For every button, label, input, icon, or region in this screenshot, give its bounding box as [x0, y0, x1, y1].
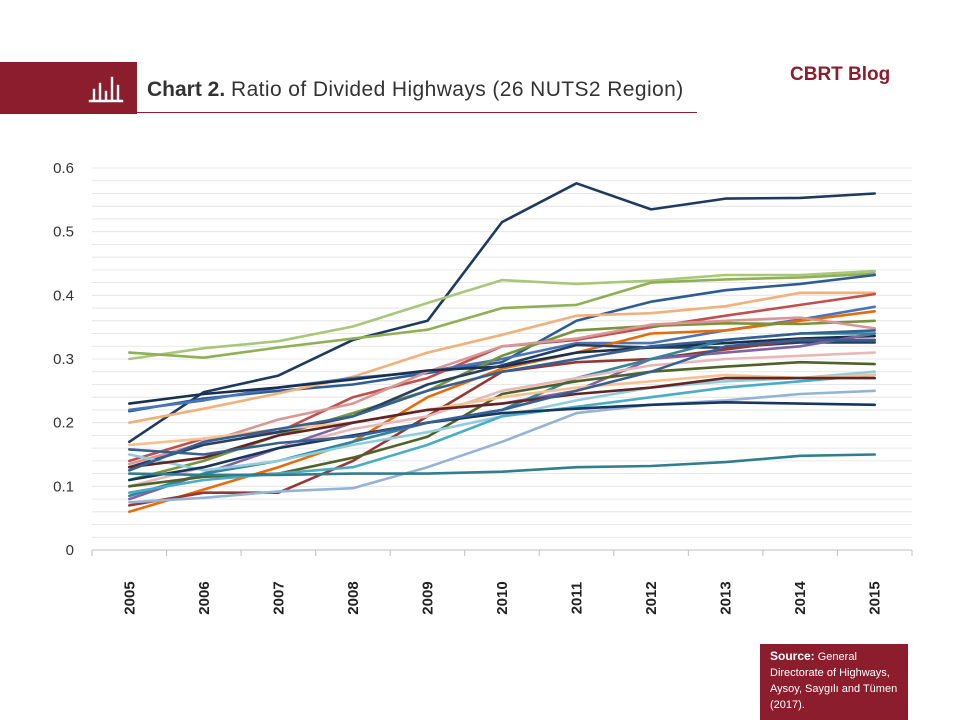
- source-label: Source:: [770, 649, 815, 663]
- bar-chart-icon: [88, 76, 124, 103]
- y-tick-label: 0.3: [53, 351, 74, 368]
- series-line: [128, 400, 877, 482]
- series-line: [128, 273, 877, 413]
- x-tick-label: 2015: [867, 581, 884, 614]
- page-title: Chart 2. Ratio of Divided Highways (26 N…: [147, 78, 684, 102]
- y-tick-label: 0.4: [53, 287, 74, 304]
- x-tick-label: 2014: [792, 581, 809, 615]
- series-line: [128, 316, 877, 466]
- y-tick-label: 0.2: [53, 415, 74, 432]
- title-banner: [0, 62, 137, 114]
- series-line: [128, 389, 877, 504]
- y-tick-label: 0.5: [53, 224, 74, 241]
- x-tick-label: 2008: [345, 581, 362, 614]
- x-tick-label: 2005: [121, 581, 138, 614]
- x-tick-label: 2006: [196, 581, 213, 614]
- series-line: [128, 182, 877, 444]
- series-line: [128, 272, 877, 360]
- title-underline: [137, 112, 697, 113]
- x-tick-label: 2009: [419, 581, 436, 614]
- y-tick-label: 0: [66, 542, 74, 559]
- x-tick-label: 2010: [494, 581, 511, 614]
- title-bold: Chart 2.: [147, 78, 226, 101]
- x-tick-label: 2007: [270, 581, 287, 614]
- brand-label: CBRT Blog: [790, 64, 891, 85]
- x-tick-label: 2012: [643, 581, 660, 614]
- x-tick-label: 2013: [718, 581, 735, 614]
- series-line: [128, 338, 877, 456]
- source-box: Source: General Directorate of Highways,…: [760, 644, 908, 720]
- series-line: [128, 370, 877, 472]
- y-tick-label: 0.1: [53, 478, 74, 495]
- x-tick-label: 2011: [569, 582, 586, 615]
- series-line: [128, 329, 877, 472]
- series-line: [128, 291, 877, 425]
- series-line: [128, 376, 877, 469]
- source-text: General Directorate of Highways, Aysoy, …: [770, 651, 898, 711]
- title-text: Ratio of Divided Highways (26 NUTS2 Regi…: [231, 78, 684, 101]
- series-line: [128, 453, 877, 477]
- series-line: [128, 269, 877, 361]
- y-tick-label: 0.6: [53, 160, 74, 177]
